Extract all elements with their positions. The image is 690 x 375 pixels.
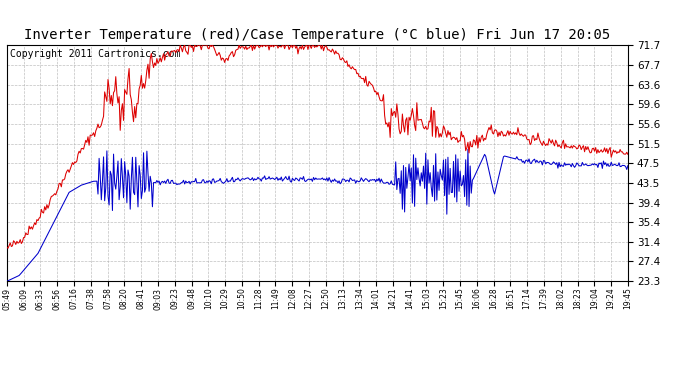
- Title: Inverter Temperature (red)/Case Temperature (°C blue) Fri Jun 17 20:05: Inverter Temperature (red)/Case Temperat…: [24, 28, 611, 42]
- Text: Copyright 2011 Cartronics.com: Copyright 2011 Cartronics.com: [10, 48, 180, 58]
